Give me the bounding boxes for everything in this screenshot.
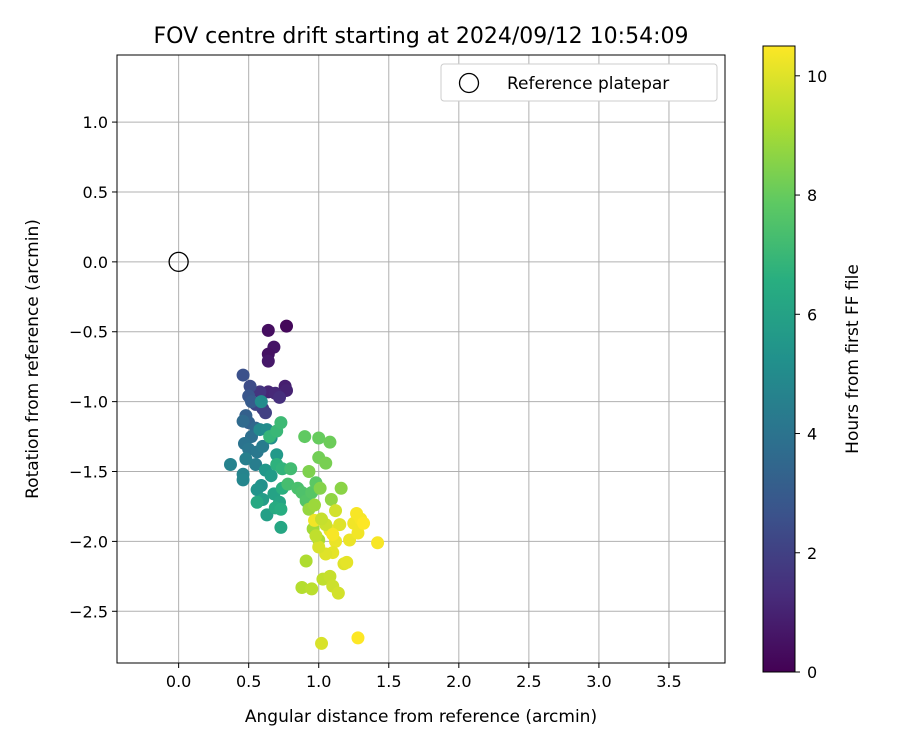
data-point xyxy=(254,395,268,409)
colorbar: 0 2 4 6 8 10 Hours from first FF file xyxy=(762,45,863,682)
legend-box xyxy=(440,63,718,102)
data-point xyxy=(258,406,272,420)
data-point xyxy=(308,498,322,512)
y-tick-label: 1.0 xyxy=(83,113,108,132)
data-point xyxy=(280,319,294,333)
data-point xyxy=(315,636,329,650)
data-point xyxy=(261,323,275,337)
data-point xyxy=(333,518,347,532)
y-tick-label: −2.5 xyxy=(69,602,108,621)
colorbar-label: Hours from first FF file xyxy=(843,264,863,454)
x-tick-label: 0.5 xyxy=(236,672,261,691)
data-point xyxy=(274,416,288,430)
data-point xyxy=(270,448,284,462)
x-tick-label: 3.0 xyxy=(586,672,611,691)
reference-platepar-marker xyxy=(168,251,189,273)
y-tick-label: 0.0 xyxy=(83,253,108,272)
legend-open-circle-icon xyxy=(458,72,480,94)
colorbar-tick-label: 2 xyxy=(807,544,817,563)
x-tick-label: 3.5 xyxy=(656,672,681,691)
y-tick-label: −1.5 xyxy=(69,463,108,482)
colorbar-tick-label: 10 xyxy=(807,67,827,86)
data-point xyxy=(261,354,275,368)
y-axis-label: Rotation from reference (arcmin) xyxy=(23,219,43,499)
data-point xyxy=(351,526,365,540)
x-tick-label: 0.0 xyxy=(166,672,191,691)
data-point xyxy=(302,465,316,479)
data-point xyxy=(274,502,288,516)
grid-lines xyxy=(117,55,725,663)
data-point xyxy=(312,431,326,445)
data-point xyxy=(236,473,250,487)
x-axis-label: Angular distance from reference (arcmin) xyxy=(245,707,597,727)
data-point xyxy=(323,435,337,449)
data-point xyxy=(326,527,340,541)
legend: Reference platepar xyxy=(440,63,718,102)
data-point xyxy=(315,512,329,526)
data-point xyxy=(284,462,298,476)
data-point xyxy=(298,430,312,444)
data-point xyxy=(340,555,354,569)
colorbar-ticks: 0 2 4 6 8 10 xyxy=(795,67,827,682)
data-point xyxy=(319,456,333,470)
x-tick-label: 1.0 xyxy=(306,672,331,691)
data-point xyxy=(244,395,258,409)
data-point xyxy=(309,529,323,543)
colorbar-tick-label: 0 xyxy=(807,663,817,682)
x-tick-label: 1.5 xyxy=(376,672,401,691)
data-point xyxy=(312,540,326,554)
data-point xyxy=(249,458,263,472)
data-point xyxy=(334,481,348,495)
data-point xyxy=(223,458,237,472)
x-tick-label: 2.5 xyxy=(516,672,541,691)
colorbar-tick-label: 4 xyxy=(807,425,817,444)
reference-marker-group xyxy=(168,251,189,273)
data-point xyxy=(281,477,295,491)
colorbar-gradient xyxy=(762,45,796,673)
data-point xyxy=(264,469,278,483)
colorbar-tick-label: 8 xyxy=(807,186,817,205)
plot-frame xyxy=(116,54,726,664)
data-point xyxy=(331,586,345,600)
data-point xyxy=(329,504,343,518)
data-points xyxy=(223,319,385,650)
data-point xyxy=(236,414,250,428)
data-point xyxy=(351,631,365,645)
data-point xyxy=(236,368,250,382)
data-point xyxy=(299,554,313,568)
data-point xyxy=(295,581,309,595)
data-point xyxy=(313,481,327,495)
data-point xyxy=(250,483,264,497)
data-point xyxy=(323,569,337,583)
data-point xyxy=(243,379,257,393)
data-point xyxy=(273,390,287,404)
chart-title: FOV centre drift starting at 2024/09/12 … xyxy=(154,24,689,49)
colorbar-tick-label: 6 xyxy=(807,305,817,324)
data-point xyxy=(357,516,371,530)
x-tick-label: 2.0 xyxy=(446,672,471,691)
y-axis-ticks: −2.5 −2.0 −1.5 −1.0 −0.5 0.0 0.5 1.0 xyxy=(69,113,117,621)
data-point xyxy=(274,520,288,534)
y-tick-label: 0.5 xyxy=(83,183,108,202)
x-axis-ticks: 0.0 0.5 1.0 1.5 2.0 2.5 3.0 3.5 xyxy=(166,663,682,691)
data-point xyxy=(305,582,319,596)
data-point xyxy=(250,495,264,509)
data-point xyxy=(239,452,253,466)
y-tick-label: −2.0 xyxy=(69,532,108,551)
data-point xyxy=(371,536,385,550)
y-tick-label: −0.5 xyxy=(69,323,108,342)
data-point xyxy=(256,439,270,453)
data-point xyxy=(324,492,338,506)
legend-label: Reference platepar xyxy=(507,74,669,94)
data-point xyxy=(253,385,267,399)
y-tick-label: −1.0 xyxy=(69,393,108,412)
